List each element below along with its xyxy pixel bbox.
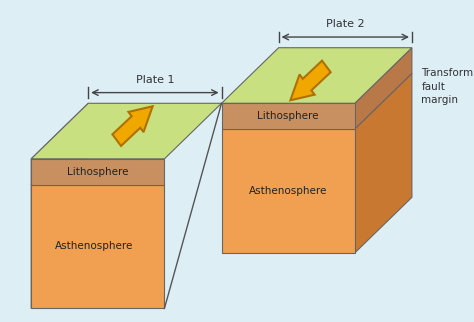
Polygon shape (355, 48, 412, 129)
Polygon shape (221, 129, 355, 253)
Polygon shape (31, 103, 88, 185)
Polygon shape (31, 159, 164, 185)
Polygon shape (221, 48, 412, 103)
Polygon shape (291, 61, 331, 100)
Text: Lithosphere: Lithosphere (257, 111, 319, 121)
Polygon shape (31, 185, 164, 308)
Text: Asthenosphere: Asthenosphere (249, 186, 328, 196)
Text: Transform
fault
margin: Transform fault margin (421, 68, 474, 105)
Polygon shape (31, 103, 221, 159)
Text: Plate 2: Plate 2 (326, 19, 365, 29)
Polygon shape (31, 129, 88, 308)
Polygon shape (221, 103, 355, 129)
Text: Plate 1: Plate 1 (136, 75, 174, 85)
Polygon shape (355, 73, 412, 253)
Polygon shape (112, 106, 153, 146)
Text: Asthenosphere: Asthenosphere (55, 242, 133, 251)
Text: Lithosphere: Lithosphere (67, 167, 128, 177)
